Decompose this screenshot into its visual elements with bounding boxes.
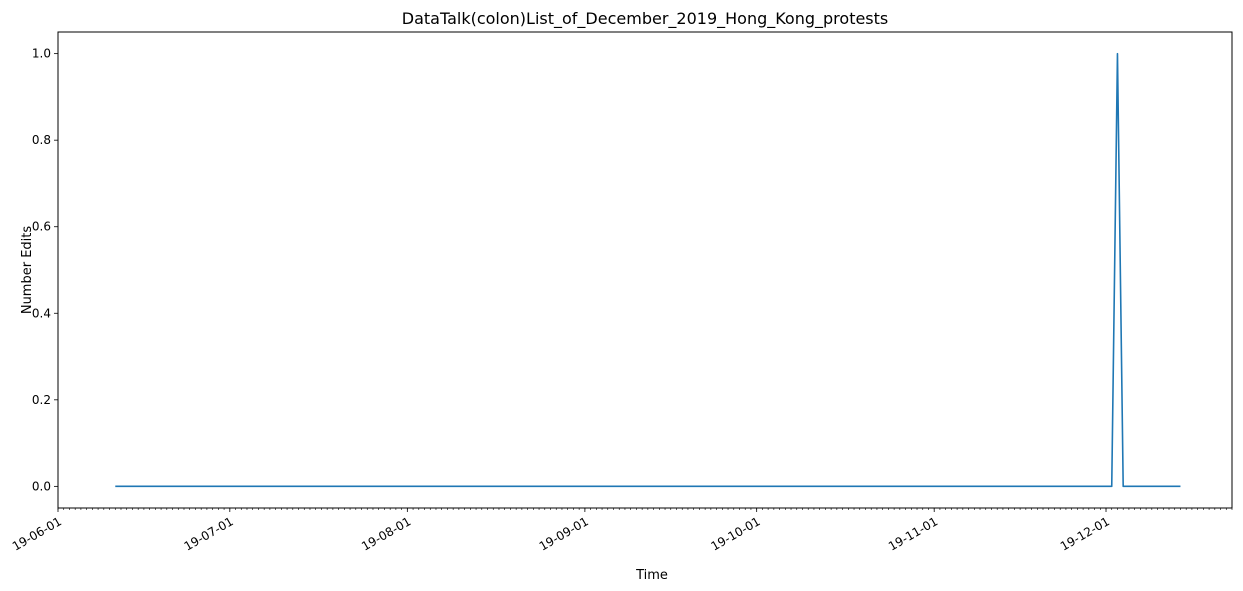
y-tick-label: 0.2 bbox=[32, 393, 51, 407]
x-axis-ticks: 19-06-01 19-07-01 19-08-01 19-09-01 19-10-01… bbox=[10, 508, 1112, 554]
x-tick-label: 19-07-01 bbox=[182, 514, 236, 553]
y-tick-label: 0.8 bbox=[32, 133, 51, 147]
chart-title: DataTalk(colon)List_of_December_2019_Hon… bbox=[402, 9, 889, 29]
y-tick-label: 0.0 bbox=[32, 479, 51, 493]
x-tick-label: 19-09-01 bbox=[537, 514, 591, 553]
x-tick-label: 19-11-01 bbox=[886, 514, 940, 553]
y-axis-label: Number Edits bbox=[20, 226, 35, 315]
x-axis-label: Time bbox=[635, 568, 668, 583]
y-tick-label: 0.4 bbox=[32, 306, 51, 320]
series-layer bbox=[115, 52, 1181, 488]
plot-frame bbox=[57, 31, 1233, 509]
y-axis-ticks: 0.0 0.2 0.4 0.6 0.8 1.0 bbox=[32, 47, 58, 493]
x-tick-label: 19-08-01 bbox=[359, 514, 413, 553]
series-line bbox=[115, 52, 1181, 488]
y-tick-label: 0.6 bbox=[32, 220, 51, 234]
x-tick-label: 19-06-01 bbox=[10, 514, 64, 553]
x-tick-label: 19-10-01 bbox=[709, 514, 763, 553]
y-tick-label: 1.0 bbox=[32, 47, 51, 61]
x-tick-label: 19-12-01 bbox=[1058, 514, 1112, 553]
